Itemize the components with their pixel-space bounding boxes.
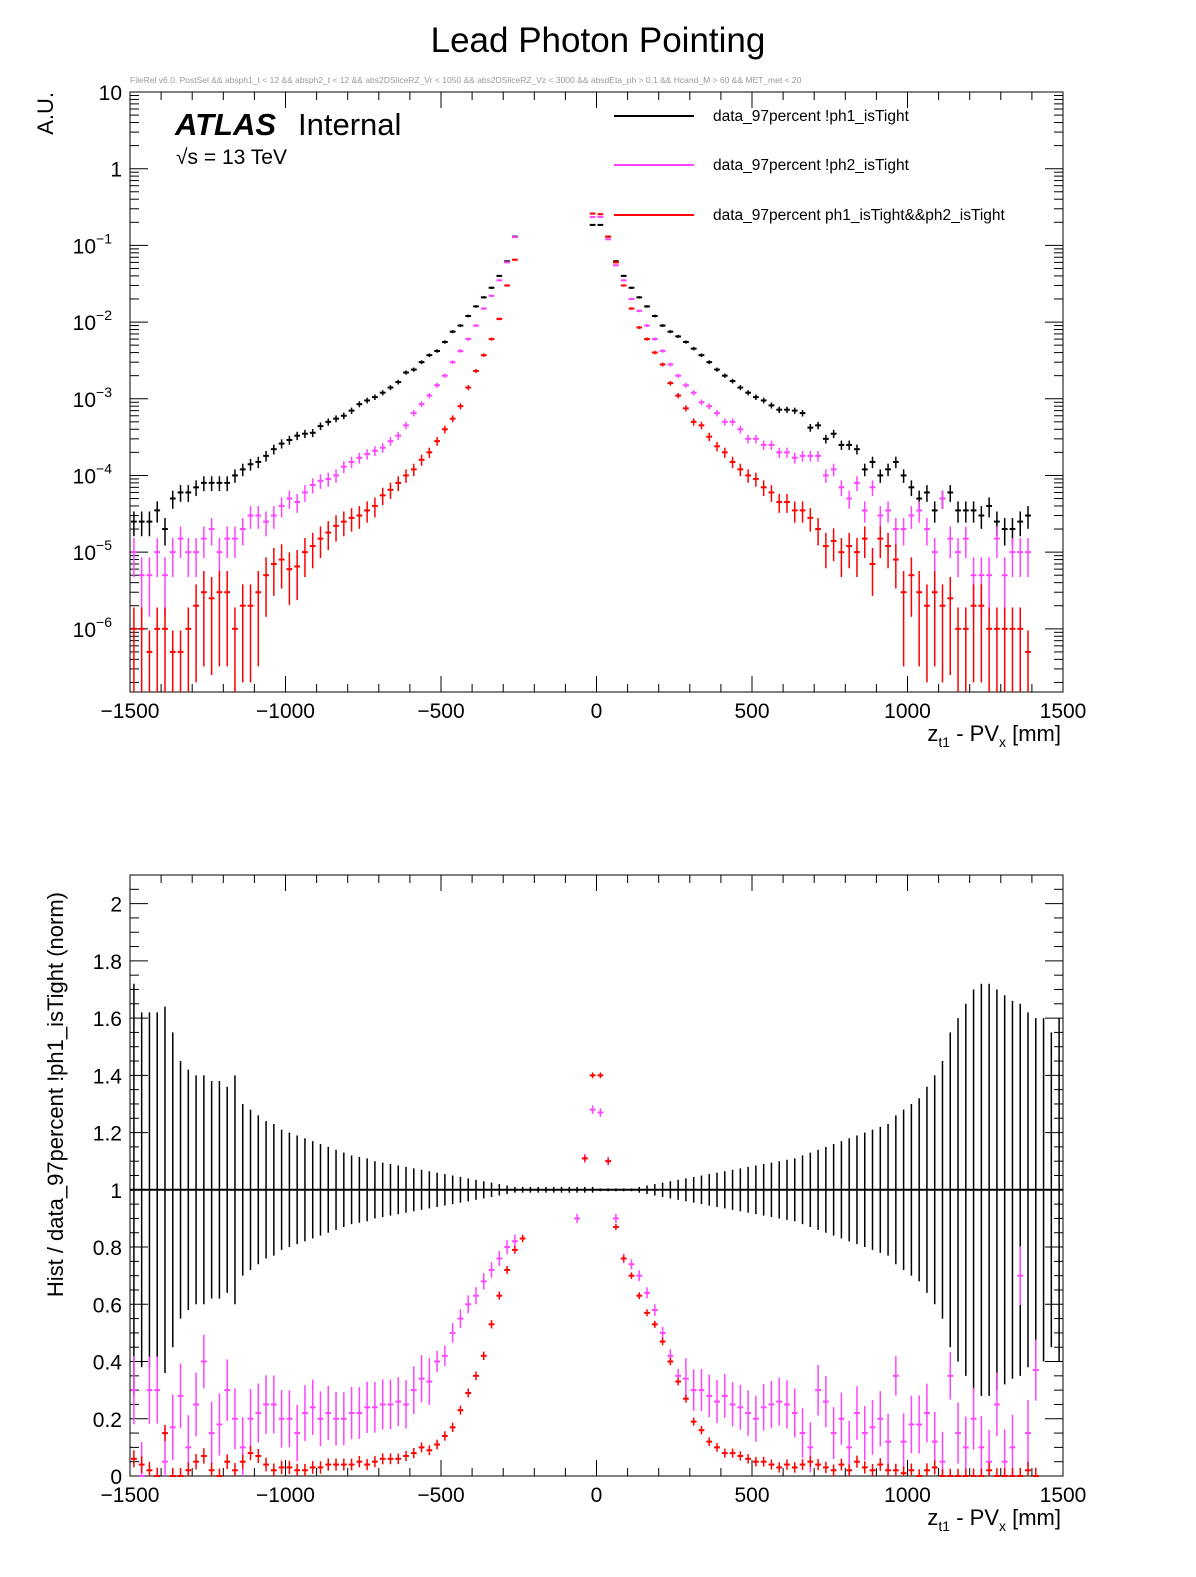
ratio-series (130, 983, 1063, 1477)
y-tick-base: 10 (73, 389, 96, 412)
x-tick-label: −1500 (101, 1484, 160, 1507)
y-tick-exponent: −6 (96, 614, 112, 630)
chart-title: Lead Photon Pointing (431, 21, 766, 60)
y-tick-base: 10 (73, 619, 96, 642)
top-x-label-sub1: t1 (938, 734, 950, 750)
y-tick-label: 0.4 (93, 1352, 123, 1375)
atlas-label: ATLAS Internal (174, 107, 401, 142)
x-tick-label: −1000 (256, 700, 315, 723)
ratio-x-label-sub2: x (999, 1518, 1006, 1534)
top-x-tick-labels: −1500 −1000 −500 0 500 1000 1500 (101, 700, 1087, 723)
x-tick-label: 1500 (1040, 700, 1087, 723)
ratio-y-tick-labels: 0 0.2 0.4 0.6 0.8 1 1.2 1.4 1.6 1.8 2 (93, 894, 123, 1489)
top-x-label-main: z (927, 721, 938, 746)
top-panel: −1500 −1000 −500 0 500 1000 1500 10110−110−210… (33, 82, 1086, 750)
y-tick-label: 10−1 (73, 230, 113, 258)
y-tick-base: 10 (73, 542, 96, 565)
top-frame (129, 91, 1064, 693)
y-tick-label: 10 (99, 82, 122, 105)
legend: data_97percent !ph1_isTight data_97percen… (614, 108, 1006, 224)
x-tick-label: −1000 (256, 1484, 315, 1507)
top-series (131, 212, 1031, 692)
y-tick-label: 2 (110, 894, 122, 917)
y-tick-base: 10 (73, 235, 96, 258)
y-tick-label: 1.8 (93, 951, 122, 974)
x-tick-label: 1500 (1040, 1484, 1087, 1507)
top-series-2 (131, 212, 1031, 692)
y-tick-exponent: −5 (96, 537, 112, 553)
y-tick-label: 10−6 (73, 614, 113, 642)
x-tick-label: 500 (734, 700, 769, 723)
y-tick-label: 10−5 (73, 537, 113, 565)
y-tick-label: 0.6 (93, 1294, 122, 1317)
y-tick-label: 1 (110, 159, 122, 182)
ratio-x-label-sub1: t1 (938, 1518, 950, 1534)
y-tick-exponent: −3 (96, 384, 112, 400)
top-series-1 (131, 215, 1031, 617)
x-tick-label: −1500 (101, 700, 160, 723)
atlas-bold: ATLAS (174, 107, 276, 142)
top-x-axis-label: zt1 - PVx [mm] (927, 721, 1061, 750)
ratio-y-axis-label: Hist / data_97percent !ph1_isTight (norm… (43, 892, 68, 1297)
ratio-x-axis-label: zt1 - PVx [mm] (927, 1505, 1061, 1534)
energy-label: √s = 13 TeV (176, 146, 287, 169)
legend-entry: data_97percent ph1_isTight&&ph2_isTight (713, 207, 1006, 224)
top-series-0 (131, 223, 1031, 546)
ratio-x-label-main: z (927, 1505, 938, 1530)
x-tick-label: 1000 (884, 700, 931, 723)
y-tick-label: 1 (110, 1180, 122, 1203)
top-x-label-tail: [mm] (1006, 721, 1061, 746)
top-axis-ticks (129, 91, 1064, 692)
ratio-panel: −1500 −1000 −500 0 500 1000 1500 0 0.2 0.4 0.6 0.8… (43, 874, 1087, 1534)
y-tick-exponent: −2 (96, 307, 112, 323)
y-tick-label: 0.8 (93, 1237, 122, 1260)
x-tick-label: 500 (734, 1484, 769, 1507)
x-tick-label: 0 (591, 1484, 603, 1507)
y-tick-label: 0.2 (93, 1409, 122, 1432)
atlas-status: Internal (298, 107, 401, 142)
ratio-axis-ticks (129, 874, 1064, 1477)
y-tick-label: 10−2 (73, 307, 113, 335)
y-tick-exponent: −1 (96, 230, 112, 246)
y-tick-label: 10−4 (73, 460, 113, 488)
y-tick-base: 10 (73, 312, 96, 335)
y-tick-exponent: −4 (96, 460, 112, 476)
ratio-frame (129, 874, 1064, 1477)
legend-entry: data_97percent !ph2_isTight (713, 157, 910, 174)
legend-entry: data_97percent !ph1_isTight (713, 108, 910, 125)
y-tick-label: 1.6 (93, 1008, 122, 1031)
y-tick-label: 0 (110, 1466, 122, 1489)
x-tick-label: 0 (591, 700, 603, 723)
x-tick-label: −500 (417, 1484, 464, 1507)
ratio-x-tick-labels: −1500 −1000 −500 0 500 1000 1500 (101, 1484, 1087, 1507)
ratio-series-2 (131, 1072, 1039, 1477)
top-x-label-sub2: x (999, 734, 1006, 750)
y-tick-label: 1.2 (93, 1123, 122, 1146)
selection-text: FileRel v6.0. PostSel && absph1_t < 12 &… (130, 75, 802, 85)
top-x-label-mid: - PV (950, 721, 999, 746)
x-tick-label: 1000 (884, 1484, 931, 1507)
y-tick-base: 10 (73, 465, 96, 488)
y-tick-label: 1.4 (93, 1065, 123, 1088)
ratio-series-1 (131, 1105, 1039, 1477)
y-tick-label: 10−3 (73, 384, 113, 412)
ratio-x-label-mid: - PV (950, 1505, 999, 1530)
ratio-x-label-tail: [mm] (1006, 1505, 1061, 1530)
top-y-axis-label: A.U. (33, 92, 58, 135)
x-tick-label: −500 (417, 700, 464, 723)
ratio-series-0 (130, 983, 1063, 1396)
